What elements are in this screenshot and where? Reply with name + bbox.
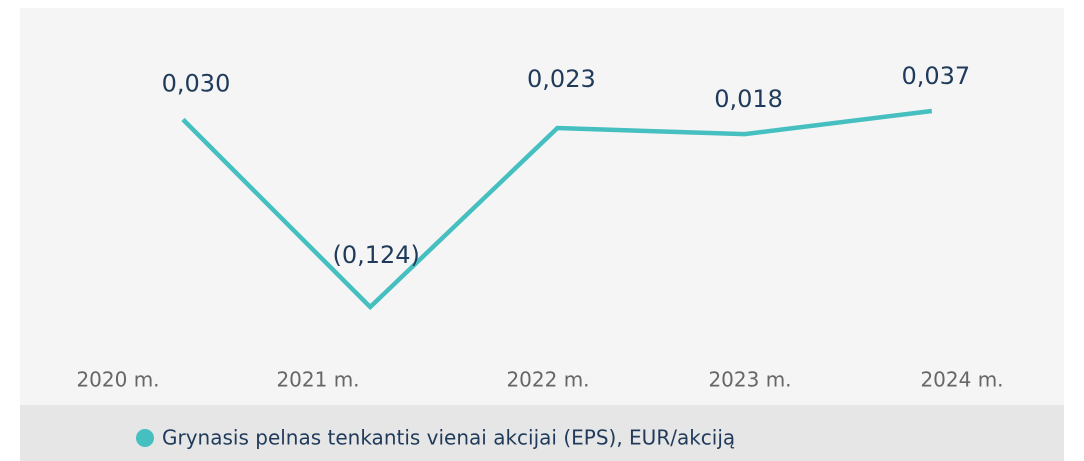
series-line [181,108,933,311]
plot-background [20,8,1064,405]
legend-swatch [136,429,154,447]
data-label: 0,037 [901,62,970,90]
legend-background [20,405,1064,461]
x-tick-label: 2023 m. [708,368,791,392]
x-tick-label: 2020 m. [76,368,159,392]
x-tick-label: 2021 m. [276,368,359,392]
data-label: 0,018 [714,85,783,113]
legend-label: Grynasis pelnas tenkantis vienai akcijai… [162,426,735,450]
x-tick-label: 2022 m. [506,368,589,392]
data-label: 0,023 [527,65,596,93]
x-tick-label: 2024 m. [920,368,1003,392]
data-label: 0,030 [162,70,231,98]
data-label: (0,124) [332,241,419,269]
